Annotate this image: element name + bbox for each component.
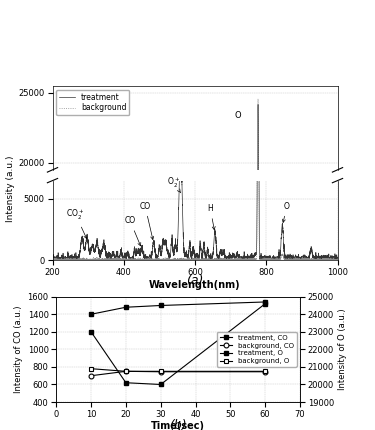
treatment <box>335 255 340 260</box>
Line: background: background <box>53 0 338 260</box>
background <box>320 257 325 262</box>
Text: CO: CO <box>140 202 154 240</box>
background <box>190 257 194 262</box>
treatment <box>190 255 194 260</box>
X-axis label: Wavelength(nm): Wavelength(nm) <box>149 280 241 289</box>
treatment, CO <box>89 329 93 335</box>
treatment <box>51 257 56 262</box>
treatment, CO <box>124 380 128 385</box>
Line: treatment: treatment <box>53 0 338 260</box>
X-axis label: Time(sec): Time(sec) <box>151 421 205 430</box>
background, CO <box>89 373 93 378</box>
background <box>67 257 72 262</box>
background <box>50 257 55 262</box>
treatment <box>256 102 260 107</box>
treatment, CO <box>263 301 267 306</box>
Y-axis label: Intensity of O (a.u.): Intensity of O (a.u.) <box>338 309 347 390</box>
treatment, O <box>263 299 267 304</box>
Line: treatment, CO: treatment, CO <box>88 301 268 387</box>
treatment <box>67 256 72 261</box>
treatment, O <box>159 303 163 308</box>
Legend: treatment, background: treatment, background <box>56 90 129 116</box>
background, O <box>124 369 128 374</box>
treatment <box>322 257 327 262</box>
Text: CO: CO <box>124 216 141 246</box>
Line: background, CO: background, CO <box>88 369 268 378</box>
treatment <box>106 253 111 258</box>
background <box>62 257 66 262</box>
background, CO <box>124 369 128 374</box>
treatment <box>62 255 66 260</box>
Line: treatment, O: treatment, O <box>88 300 268 316</box>
background, O <box>159 369 163 374</box>
treatment, O <box>89 312 93 317</box>
background <box>197 257 201 262</box>
background, O <box>263 369 267 374</box>
Text: O: O <box>234 111 241 120</box>
treatment, CO <box>159 382 163 387</box>
background <box>106 256 111 261</box>
Text: H: H <box>207 204 215 230</box>
treatment, O <box>124 304 128 310</box>
Text: O$_2^+$: O$_2^+$ <box>167 176 181 193</box>
Text: (b): (b) <box>170 419 187 430</box>
background <box>335 257 340 262</box>
Text: CO$_2^+$: CO$_2^+$ <box>66 208 87 239</box>
background <box>51 257 56 262</box>
background, CO <box>159 369 163 375</box>
background, O <box>89 366 93 371</box>
Line: background: background <box>53 99 338 430</box>
Y-axis label: Intensity of CO (a.u.): Intensity of CO (a.u.) <box>14 306 23 393</box>
Line: background, O: background, O <box>88 366 268 374</box>
Text: O: O <box>282 202 290 222</box>
background, CO <box>263 369 267 375</box>
treatment <box>320 255 325 261</box>
Text: (a): (a) <box>186 274 204 287</box>
Text: Intensity (a.u.): Intensity (a.u.) <box>6 156 15 222</box>
treatment <box>50 257 55 262</box>
Legend: treatment, CO, background, CO, treatment, O, background, O: treatment, CO, background, CO, treatment… <box>217 332 297 367</box>
Line: treatment: treatment <box>53 104 338 430</box>
background <box>256 96 260 101</box>
